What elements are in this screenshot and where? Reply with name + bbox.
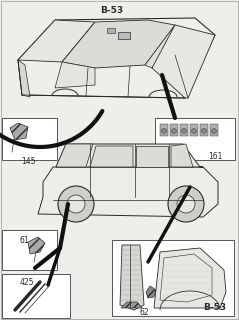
Bar [2, 230, 57, 270]
Polygon shape [55, 62, 95, 88]
Circle shape [181, 129, 186, 133]
Bar [2, 118, 57, 160]
Bar [170, 124, 178, 136]
Circle shape [201, 129, 206, 133]
Circle shape [191, 129, 196, 133]
Circle shape [212, 129, 217, 133]
Polygon shape [18, 18, 215, 98]
Text: 145: 145 [21, 157, 35, 166]
Polygon shape [38, 167, 218, 217]
Polygon shape [154, 248, 226, 308]
Bar [180, 124, 188, 136]
Polygon shape [18, 60, 30, 97]
Polygon shape [10, 123, 28, 140]
Polygon shape [171, 144, 193, 167]
Bar [190, 124, 198, 136]
Bar [107, 28, 115, 33]
Bar [155, 118, 235, 160]
Polygon shape [18, 20, 95, 62]
Text: B-53: B-53 [203, 303, 226, 312]
Polygon shape [62, 20, 175, 68]
Bar [112, 240, 234, 316]
Polygon shape [90, 146, 133, 167]
Polygon shape [146, 286, 156, 298]
Polygon shape [56, 144, 93, 167]
Polygon shape [121, 302, 142, 308]
Text: B-53: B-53 [100, 6, 124, 15]
Polygon shape [136, 146, 168, 167]
Circle shape [58, 186, 94, 222]
Circle shape [67, 195, 85, 213]
Polygon shape [56, 144, 203, 167]
Bar [200, 124, 208, 136]
Circle shape [177, 195, 195, 213]
Circle shape [168, 186, 204, 222]
Circle shape [162, 129, 167, 133]
Polygon shape [152, 25, 215, 98]
Text: 161: 161 [208, 152, 222, 161]
Polygon shape [145, 25, 180, 68]
Bar [2, 274, 70, 318]
Text: 425: 425 [20, 278, 34, 287]
Text: 61: 61 [20, 236, 30, 245]
Polygon shape [120, 245, 144, 310]
Bar [210, 124, 218, 136]
Bar [160, 124, 168, 136]
Text: 62: 62 [140, 308, 150, 317]
Bar [118, 32, 130, 39]
Polygon shape [28, 237, 45, 254]
Circle shape [172, 129, 176, 133]
